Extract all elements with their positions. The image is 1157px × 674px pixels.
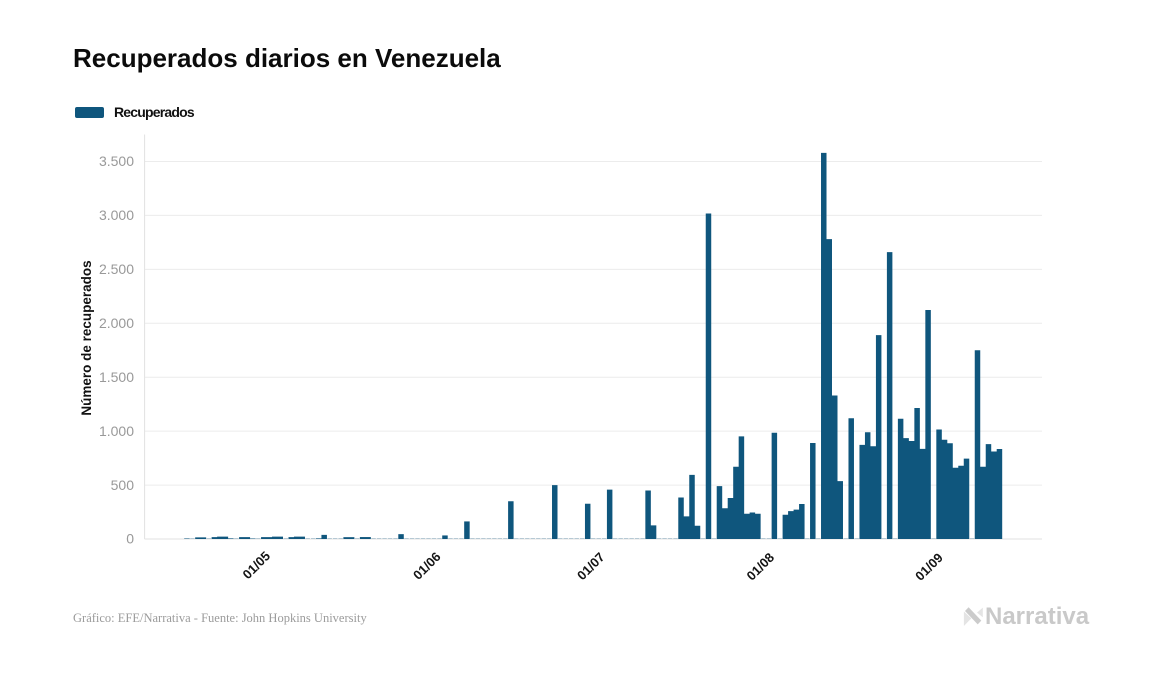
svg-text:1.500: 1.500: [99, 369, 134, 385]
svg-text:2.000: 2.000: [99, 315, 134, 331]
svg-text:3.500: 3.500: [99, 153, 134, 169]
svg-text:2.500: 2.500: [99, 261, 134, 277]
svg-text:01/06: 01/06: [410, 549, 444, 583]
svg-text:Número de recuperados: Número de recuperados: [79, 260, 94, 415]
svg-text:01/08: 01/08: [744, 550, 778, 584]
svg-text:500: 500: [111, 477, 135, 493]
svg-text:01/07: 01/07: [574, 549, 608, 583]
svg-text:1.000: 1.000: [99, 423, 134, 439]
svg-text:3.000: 3.000: [99, 207, 134, 223]
svg-text:01/09: 01/09: [912, 550, 946, 584]
svg-text:0: 0: [126, 531, 134, 547]
svg-text:01/05: 01/05: [240, 548, 274, 582]
